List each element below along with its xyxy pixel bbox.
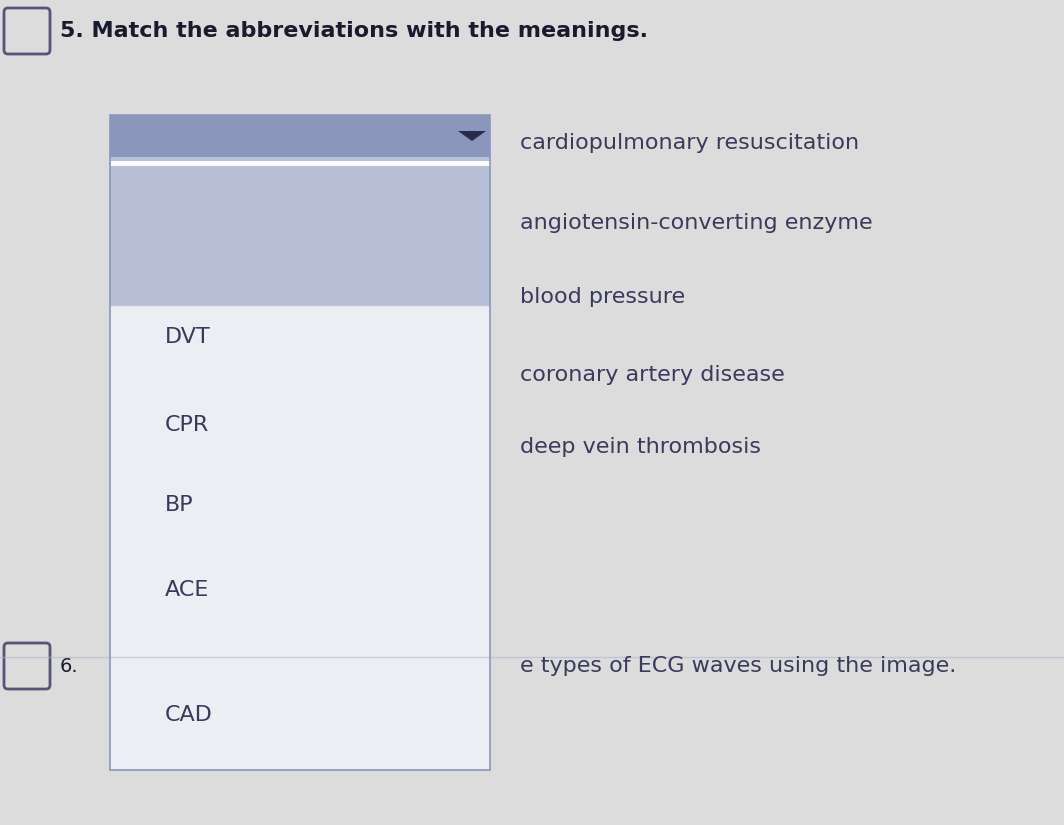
Text: 5. Match the abbreviations with the meanings.: 5. Match the abbreviations with the mean… <box>60 21 648 41</box>
Bar <box>110 115 491 157</box>
Polygon shape <box>458 131 486 141</box>
Text: blood pressure: blood pressure <box>520 287 685 307</box>
Bar <box>110 157 491 305</box>
Text: BP: BP <box>165 495 194 515</box>
Text: ACE: ACE <box>165 580 210 600</box>
Text: DVT: DVT <box>165 327 211 347</box>
Text: cardiopulmonary resuscitation: cardiopulmonary resuscitation <box>520 133 859 153</box>
Text: coronary artery disease: coronary artery disease <box>520 365 785 385</box>
Text: 6.: 6. <box>60 657 79 676</box>
Text: angiotensin-converting enzyme: angiotensin-converting enzyme <box>520 213 872 233</box>
Text: deep vein thrombosis: deep vein thrombosis <box>520 437 761 457</box>
Bar <box>110 115 491 770</box>
Bar <box>110 305 491 770</box>
Text: e types of ECG waves using the image.: e types of ECG waves using the image. <box>520 656 957 676</box>
Text: CAD: CAD <box>165 705 213 725</box>
Text: CPR: CPR <box>165 415 210 435</box>
